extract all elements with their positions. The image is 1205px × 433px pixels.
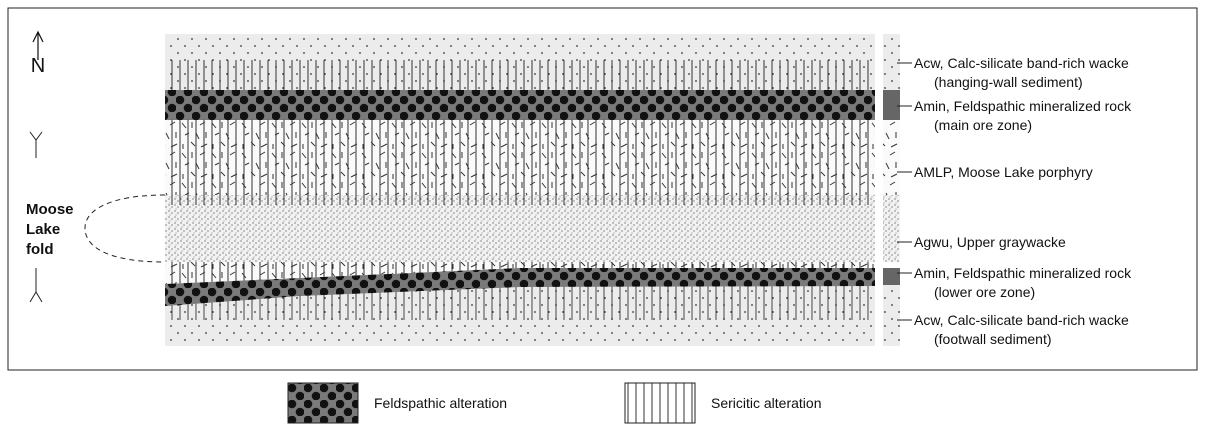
unit-name: Amin, Feldspathic mineralized rock bbox=[914, 265, 1132, 281]
unit-name: AMLP, Moose Lake porphyry bbox=[914, 164, 1093, 180]
fold-label-line: fold bbox=[26, 241, 54, 258]
unit-name: Acw, Calc-silicate band-rich wacke bbox=[914, 55, 1129, 71]
legend-label: Sericitic alteration bbox=[711, 395, 822, 411]
unit-name: Acw, Calc-silicate band-rich wacke bbox=[914, 312, 1129, 328]
legend-label: Feldspathic alteration bbox=[374, 395, 507, 411]
north-arrow: N bbox=[31, 30, 45, 77]
north-label: N bbox=[31, 55, 45, 77]
unit-note: (main ore zone) bbox=[934, 117, 1032, 133]
fold-symbols bbox=[29, 131, 166, 303]
fold-label: Moose Lake fold bbox=[26, 201, 74, 258]
unit-name: Agwu, Upper graywacke bbox=[914, 234, 1066, 250]
legend: Feldspathic alteration Sericitic alterat… bbox=[287, 382, 822, 424]
unit-name: Amin, Feldspathic mineralized rock bbox=[914, 98, 1132, 114]
legend-swatch bbox=[287, 382, 359, 424]
fold-label-line: Moose bbox=[26, 201, 74, 218]
unit-labels: Acw, Calc-silicate band-rich wacke (hang… bbox=[914, 55, 1132, 347]
unit-note: (lower ore zone) bbox=[934, 284, 1035, 300]
legend-swatch bbox=[624, 382, 696, 424]
unit-note: (hanging-wall sediment) bbox=[934, 74, 1083, 90]
cross-section bbox=[165, 34, 875, 346]
fold-label-line: Lake bbox=[26, 221, 60, 238]
unit-note: (footwall sediment) bbox=[934, 331, 1052, 347]
unit-column bbox=[883, 34, 912, 346]
